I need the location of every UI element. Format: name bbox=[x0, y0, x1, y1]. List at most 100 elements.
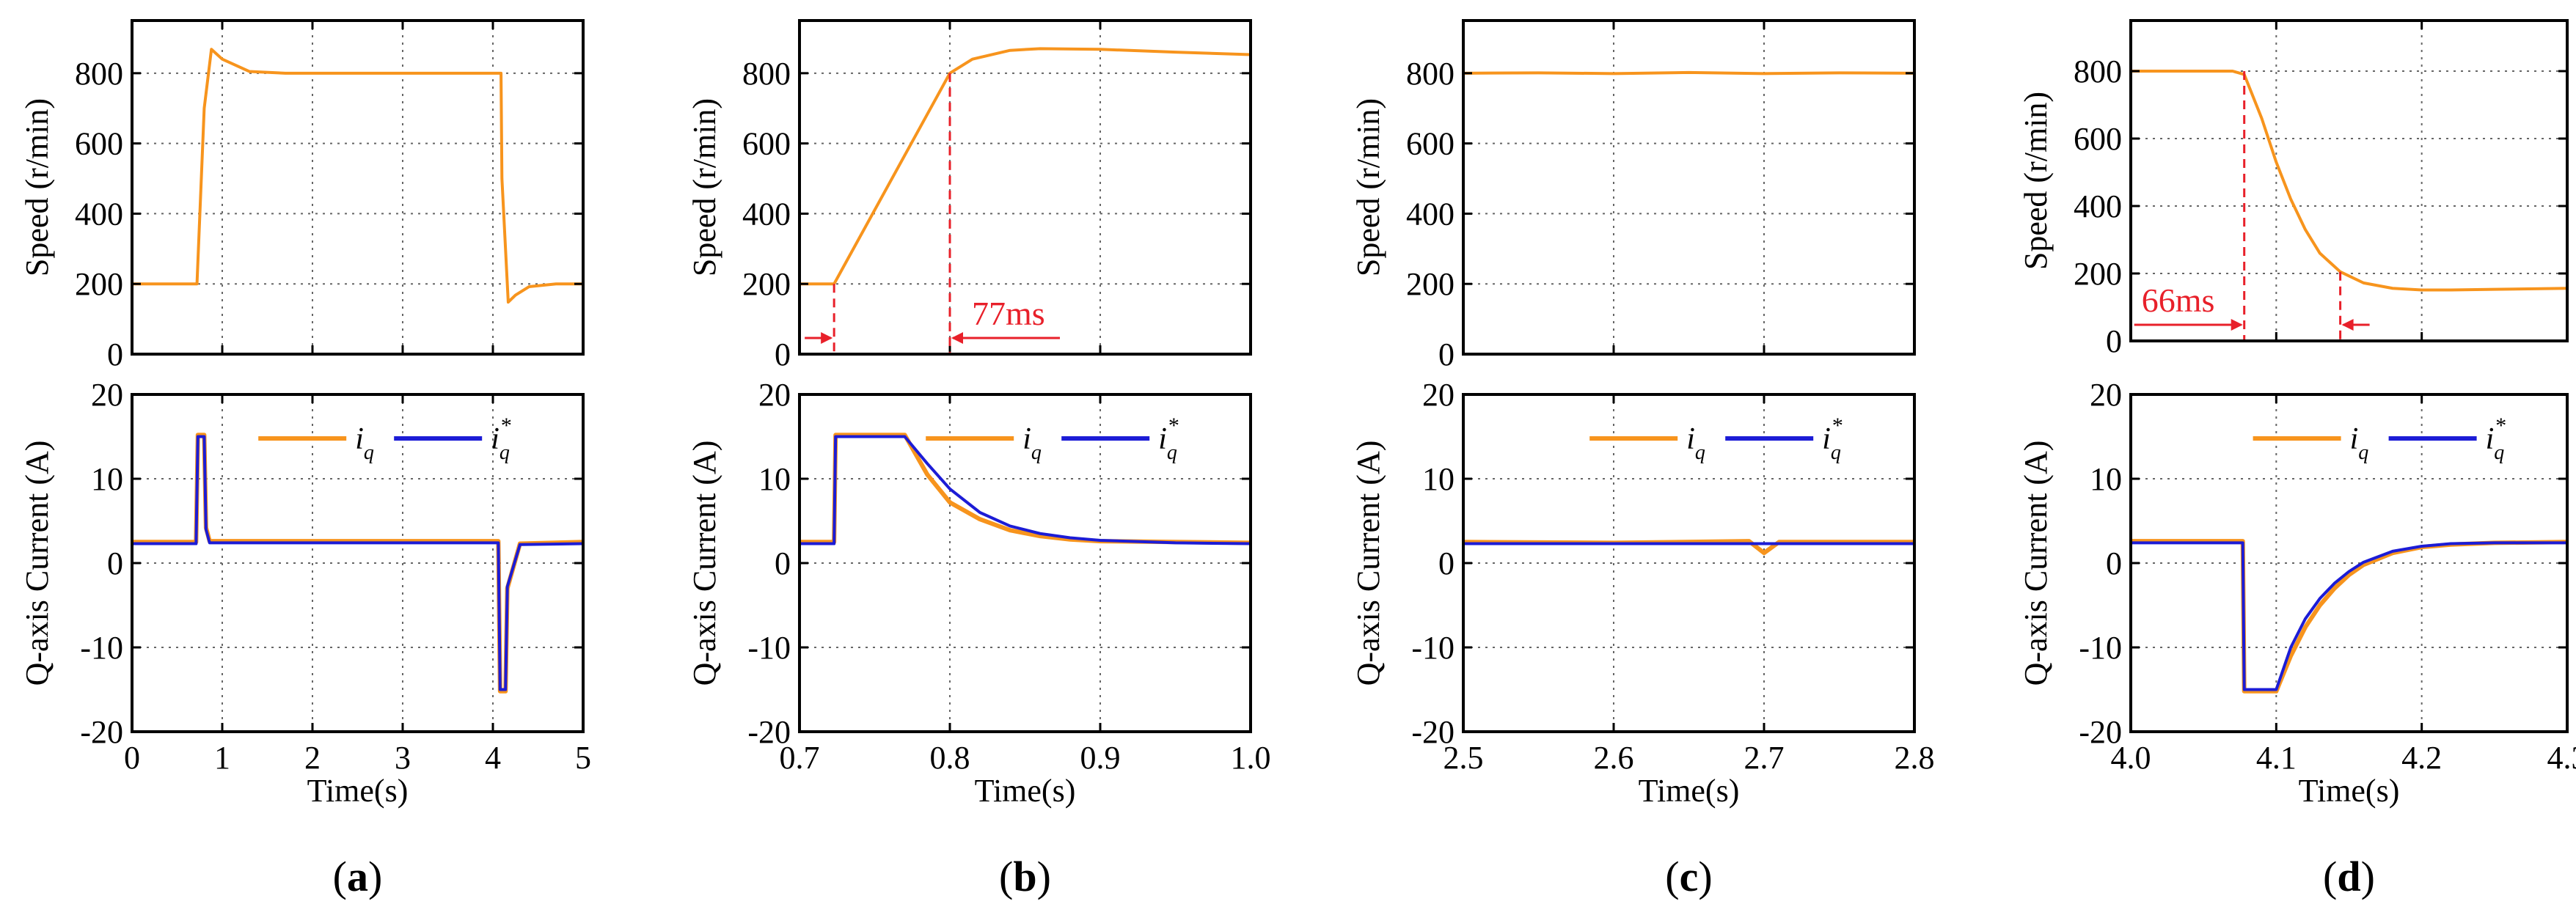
y-tick-label: -10 bbox=[80, 630, 123, 666]
y-tick-label: 600 bbox=[75, 126, 123, 162]
series-group bbox=[1463, 541, 1914, 553]
x-tick-label: 3 bbox=[395, 740, 411, 776]
x-tick-label: 5 bbox=[575, 740, 591, 776]
y-tick-label: 20 bbox=[2090, 377, 2122, 413]
y-tick-label: 800 bbox=[1406, 56, 1455, 92]
x-tick-label: 2.5 bbox=[1443, 740, 1484, 776]
y-tick-label: 0 bbox=[2106, 545, 2122, 581]
x-tick-label: 4.3 bbox=[2547, 740, 2576, 776]
y-tick-label: 200 bbox=[2074, 256, 2122, 292]
y-tick-label: 0 bbox=[1438, 545, 1455, 581]
y-tick-label: 400 bbox=[2074, 188, 2122, 224]
y-tick-label: -20 bbox=[80, 714, 123, 750]
y-axis-label: Speed (r/min) bbox=[687, 98, 722, 276]
plot-d-top: 0 200 400 600 800 Speed (r/min) bbox=[2018, 21, 2567, 359]
x-tick-label: 0 bbox=[124, 740, 140, 776]
legend-label-iq-ref: iq* bbox=[1158, 414, 1179, 464]
y-tick-label: 600 bbox=[2074, 121, 2122, 157]
legend: iq iq* bbox=[1589, 414, 1843, 464]
panel-label-d: (d) bbox=[2323, 853, 2375, 900]
y-tick-label: 800 bbox=[2074, 54, 2122, 89]
y-tick-label: 10 bbox=[758, 461, 791, 497]
x-tick-label: 0.8 bbox=[930, 740, 970, 776]
y-tick-label: 800 bbox=[742, 56, 791, 92]
y-tick-label: 800 bbox=[75, 56, 123, 92]
x-axis-label: Time(s) bbox=[975, 773, 1076, 809]
legend: iq iq* bbox=[2253, 414, 2507, 464]
series-group bbox=[2131, 71, 2567, 290]
legend: iq iq* bbox=[258, 414, 512, 464]
y-axis-label: Q-axis Current (A) bbox=[687, 441, 722, 686]
y-tick-label: -10 bbox=[747, 630, 791, 666]
x-tick-label: 2.7 bbox=[1744, 740, 1785, 776]
panel-label-c: (c) bbox=[1665, 853, 1712, 900]
legend-label-iq-ref: iq* bbox=[1822, 414, 1843, 464]
y-tick-label: 20 bbox=[91, 377, 123, 413]
y-tick-label: 20 bbox=[1422, 377, 1455, 413]
y-tick-label: 200 bbox=[1406, 266, 1455, 302]
right-arrow-head bbox=[951, 332, 963, 344]
panel-label-a: (a) bbox=[333, 853, 383, 900]
x-tick-label: 1.0 bbox=[1231, 740, 1271, 776]
right-arrow-head bbox=[2342, 319, 2354, 331]
x-tick-label: 4 bbox=[485, 740, 501, 776]
y-tick-label: 200 bbox=[742, 266, 791, 302]
series-group bbox=[2131, 541, 2567, 691]
x-tick-label: 0.7 bbox=[780, 740, 820, 776]
legend-label-iq: iq bbox=[355, 422, 374, 464]
y-tick-label: 0 bbox=[2106, 323, 2122, 359]
y-tick-label: 0 bbox=[775, 545, 791, 581]
y-axis-label: Speed (r/min) bbox=[1350, 98, 1386, 276]
y-tick-label: 10 bbox=[91, 461, 123, 497]
legend-label-iq-ref: iq* bbox=[2486, 414, 2507, 464]
y-axis-label: Q-axis Current (A) bbox=[1350, 441, 1386, 686]
series-line-speed bbox=[799, 48, 1251, 284]
left-arrow-head bbox=[821, 332, 833, 344]
y-tick-label: 0 bbox=[1438, 337, 1455, 372]
y-tick-label: 400 bbox=[742, 196, 791, 232]
legend-label-iq-ref: iq* bbox=[491, 414, 512, 464]
series-group bbox=[132, 49, 583, 302]
rise-time-label: 77ms bbox=[972, 295, 1045, 332]
y-tick-label: 200 bbox=[75, 266, 123, 302]
y-tick-label: -10 bbox=[2079, 630, 2122, 666]
y-tick-label: 0 bbox=[107, 545, 123, 581]
y-axis-label: Q-axis Current (A) bbox=[19, 441, 55, 686]
x-tick-label: 4.0 bbox=[2111, 740, 2151, 776]
x-tick-label: 2.8 bbox=[1895, 740, 1935, 776]
x-axis-label: Time(s) bbox=[307, 773, 409, 809]
x-axis-label: Time(s) bbox=[2299, 773, 2400, 809]
y-tick-label: -10 bbox=[1411, 630, 1455, 666]
y-axis-label: Speed (r/min) bbox=[2018, 92, 2054, 270]
fall-time-label: 66ms bbox=[2142, 282, 2215, 319]
y-tick-label: 600 bbox=[1406, 126, 1455, 162]
panel-label-b: (b) bbox=[999, 853, 1051, 900]
x-axis-label: Time(s) bbox=[1639, 773, 1740, 809]
x-tick-label: 2 bbox=[304, 740, 321, 776]
series-line-iq-ref bbox=[2131, 543, 2567, 689]
legend-label-iq: iq bbox=[1686, 422, 1705, 464]
y-tick-label: 600 bbox=[742, 126, 791, 162]
x-tick-label: 0.9 bbox=[1080, 740, 1121, 776]
series-line-iq bbox=[2131, 541, 2567, 691]
y-axis-label: Speed (r/min) bbox=[19, 98, 55, 276]
y-tick-label: 20 bbox=[758, 377, 791, 413]
legend-label-iq: iq bbox=[2350, 422, 2369, 464]
left-arrow-head bbox=[2231, 319, 2243, 331]
series-line-speed bbox=[2131, 71, 2567, 290]
x-tick-label: 4.1 bbox=[2256, 740, 2297, 776]
y-tick-label: 10 bbox=[2090, 461, 2122, 497]
legend-label-iq: iq bbox=[1022, 422, 1042, 464]
y-tick-label: 0 bbox=[107, 337, 123, 372]
y-axis-label: Q-axis Current (A) bbox=[2018, 441, 2054, 686]
series-line-speed bbox=[132, 49, 583, 302]
